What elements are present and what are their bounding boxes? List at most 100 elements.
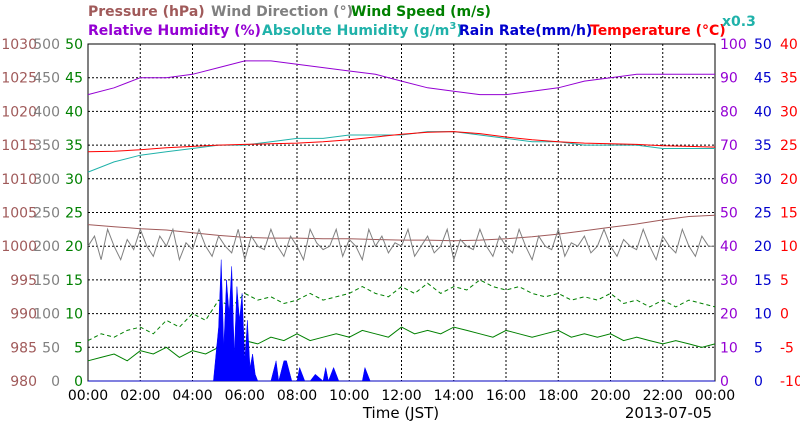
y-tick-wind_direction: 50 <box>42 340 60 356</box>
y-tick-humidity: 20 <box>720 307 738 323</box>
x-axis: 00:00 02:00 04:00 06:00 08:00 10:00 12:00 14:00… <box>68 388 735 404</box>
y-tick-wind_direction: 0 <box>51 374 60 390</box>
x-tick-label: 06:00 <box>225 388 265 404</box>
y-tick-wind_direction: 150 <box>33 273 60 289</box>
y-tick-wind_direction: 100 <box>33 307 60 323</box>
y-tick-temperature: 0 <box>780 307 789 323</box>
series-wind_speed-2 <box>87 326 716 362</box>
y-tick-temperature: 10 <box>780 239 798 255</box>
series-humidity-4 <box>87 60 715 96</box>
y-tick-pressure: 980 <box>10 374 37 390</box>
y-tick-pressure: 995 <box>10 273 37 289</box>
y-tick-humidity: 70 <box>720 138 738 154</box>
y-tick-temperature: -5 <box>780 340 794 356</box>
y-tick-temperature: 15 <box>780 206 798 222</box>
y-tick-pressure: 1005 <box>1 206 37 222</box>
legend-temperature: Temperature (°C) <box>590 23 726 39</box>
x-tick-label: 18:00 <box>538 388 578 404</box>
y-tick-rain_rate: 35 <box>754 138 772 154</box>
y-tick-wind_direction: 500 <box>33 37 60 53</box>
y-tick-humidity: 50 <box>720 206 738 222</box>
x-tick-label: 00:00 <box>68 388 108 404</box>
x-tick-label: 08:00 <box>277 388 317 404</box>
y-tick-humidity: 60 <box>720 172 738 188</box>
y-tick-rain_rate: 50 <box>754 37 772 53</box>
y-tick-wind_speed: 0 <box>74 374 83 390</box>
legend-absolute-humidity: Absolute Humidity (g/m3) <box>262 21 463 39</box>
y-tick-pressure: 990 <box>10 307 37 323</box>
y-tick-humidity: 80 <box>720 104 738 120</box>
y-tick-wind_direction: 250 <box>33 206 60 222</box>
legend-relative-humidity: Relative Humidity (%) <box>88 23 261 39</box>
series-rain_rate-7 <box>88 259 715 382</box>
x-tick-label: 10:00 <box>329 388 369 404</box>
y-tick-wind_speed: 25 <box>65 206 83 222</box>
x-tick-label: 16:00 <box>486 388 526 404</box>
grid-lines <box>88 44 715 381</box>
y-tick-wind_speed: 10 <box>65 307 83 323</box>
y-tick-wind_direction: 450 <box>33 71 60 87</box>
y-tick-temperature: 5 <box>780 273 789 289</box>
y-tick-wind_direction: 300 <box>33 172 60 188</box>
y-tick-wind_direction: 400 <box>33 104 60 120</box>
y-tick-humidity: 30 <box>720 273 738 289</box>
legend-wind-speed: Wind Speed (m/s) <box>351 4 491 20</box>
y-tick-humidity: 40 <box>720 239 738 255</box>
y-tick-pressure: 1020 <box>1 104 37 120</box>
y-tick-wind_speed: 20 <box>65 239 83 255</box>
y-tick-humidity: 10 <box>720 340 738 356</box>
y-tick-temperature: 40 <box>780 37 798 53</box>
series-pressure-0 <box>87 214 716 242</box>
series-humidity-5 <box>87 131 715 173</box>
y-tick-temperature: -10 <box>780 374 800 390</box>
y-tick-rain_rate: 15 <box>754 273 772 289</box>
x-tick-label: 04:00 <box>172 388 212 404</box>
y-tick-wind_speed: 30 <box>65 172 83 188</box>
y-tick-pressure: 1025 <box>1 71 37 87</box>
x-axis-label: Time (JST) <box>362 404 439 422</box>
y-tick-rain_rate: 25 <box>754 206 772 222</box>
series-wind_speed-3 <box>87 279 716 342</box>
y-tick-pressure: 1000 <box>1 239 37 255</box>
y-tick-rain_rate: 45 <box>754 71 772 87</box>
y-tick-rain_rate: 40 <box>754 104 772 120</box>
y-tick-humidity: 0 <box>720 374 729 390</box>
y-tick-pressure: 1010 <box>1 172 37 188</box>
y-tick-wind_speed: 45 <box>65 71 83 87</box>
y-tick-pressure: 1030 <box>1 37 37 53</box>
y-tick-rain_rate: 20 <box>754 239 772 255</box>
y-tick-temperature: 20 <box>780 172 798 188</box>
y-tick-wind_speed: 35 <box>65 138 83 154</box>
x-tick-label: 14:00 <box>434 388 474 404</box>
y-tick-wind_speed: 5 <box>74 340 83 356</box>
y-tick-humidity: 90 <box>720 71 738 87</box>
legend-rain-rate: Rain Rate(mm/h) <box>459 23 592 39</box>
y-tick-rain_rate: 0 <box>754 374 763 390</box>
x-tick-label: 02:00 <box>120 388 160 404</box>
y-tick-temperature: 30 <box>780 104 798 120</box>
series-wind_direction-1 <box>87 227 715 262</box>
x-tick-label: 20:00 <box>590 388 630 404</box>
series-temperature-6 <box>87 131 716 153</box>
y-tick-wind_speed: 50 <box>65 37 83 53</box>
x-tick-label: 12:00 <box>381 388 421 404</box>
x-tick-label: 00:00 <box>695 388 735 404</box>
y-tick-pressure: 1015 <box>1 138 37 154</box>
y-tick-rain_rate: 30 <box>754 172 772 188</box>
y-tick-humidity: 100 <box>720 37 747 53</box>
y-tick-wind_speed: 15 <box>65 273 83 289</box>
y-tick-wind_direction: 350 <box>33 138 60 154</box>
x-tick-label: 22:00 <box>643 388 683 404</box>
y-tick-rain_rate: 10 <box>754 307 772 323</box>
series-layer <box>87 60 716 382</box>
legend-scale-note: x0.3 <box>722 14 756 30</box>
y-tick-temperature: 35 <box>780 71 798 87</box>
y-tick-wind_direction: 200 <box>33 239 60 255</box>
legend-pressure: Pressure (hPa) <box>88 4 205 20</box>
legend-wind-direction: Wind Direction (°) <box>211 4 353 20</box>
y-tick-wind_speed: 40 <box>65 104 83 120</box>
y-axes: 1030102510201015101010051000995990985980… <box>1 37 800 390</box>
chart-date: 2013-07-05 <box>625 404 712 422</box>
